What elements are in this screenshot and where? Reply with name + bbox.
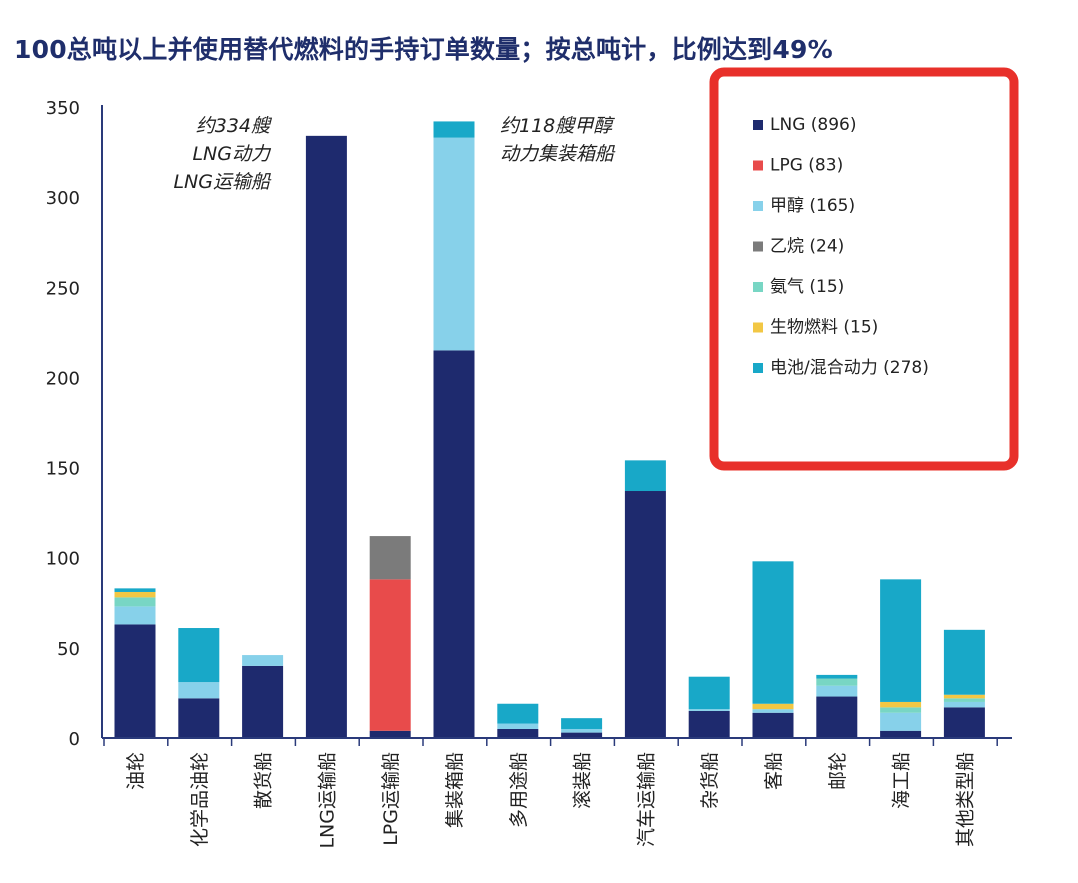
bar-segment [752,703,794,710]
bar-segment [752,709,794,713]
category-label: LPG运输船 [380,752,402,846]
bar-segment [688,676,730,710]
legend-swatch [753,160,763,171]
y-tick-label: 150 [46,459,80,480]
category-label: 杂货船 [699,752,721,809]
category-label: LNG运输船 [316,752,338,849]
legend-label: LPG (83) [770,156,843,176]
bar-segment [369,579,411,731]
legend-label: 生物燃料 (15) [770,318,878,338]
bar-segment [114,606,156,625]
category-label: 邮轮 [827,752,849,790]
bar-segment [943,694,985,699]
bar-segment [178,682,220,699]
y-tick-label: 0 [69,729,80,750]
legend-swatch [753,120,763,130]
category-label: 集装箱船 [444,752,466,828]
bar-segment [178,698,220,738]
bar-segment [242,655,284,666]
y-tick-label: 50 [57,639,80,660]
bar-segment [943,698,985,702]
legend-highlight-box [709,67,1019,471]
legend-label: 乙烷 (24) [770,237,844,257]
category-label: 海工船 [891,752,913,809]
legend-swatch [753,363,763,373]
bar-segment [816,696,858,738]
legend-label: 电池/混合动力 (278) [770,358,929,378]
bar-segment [433,350,475,738]
bar-segment [752,712,794,738]
annotation-text: LNG运输船 [173,171,272,193]
bar-segment [497,723,539,729]
bar-segment [114,588,156,592]
bar-segment [943,701,985,708]
legend-swatch [753,322,763,333]
legend-swatch [753,282,763,292]
bar-segment [816,678,858,686]
category-label: 油轮 [125,752,147,790]
bar-segment [943,707,985,738]
bar-segment [816,685,858,697]
bar-segment [178,628,220,683]
category-label: 滚装船 [572,752,594,809]
legend: LNG (896) LPG (83) 甲醇 (165) 乙烷 (24) 氨气 (15) 生… [709,67,1019,471]
bar-segment [114,591,156,598]
legend-label: 氨气 (15) [770,277,844,297]
category-label: 多用途船 [508,752,530,828]
bar-segment [369,536,411,580]
category-label: 化学品油轮 [189,752,211,847]
x-axis: 油轮 化学品油轮 散货船 LNG运输船 LPG运输船 集装箱船 多用途船 滚装船 汽车运输船 杂货… [125,752,976,849]
annotation-text: 约334艘 [196,115,273,137]
y-tick-label: 200 [46,368,80,389]
bar-segment [369,730,411,738]
bar-segment [497,703,539,724]
bar-segment [433,137,475,351]
bar-segment [561,732,603,738]
category-label: 其他类型船 [954,752,976,847]
bar-segment [688,710,730,738]
bar-segment [624,491,666,738]
bar-segment [816,674,858,679]
legend-label: 甲醇 (165) [770,196,855,216]
bar-segment [624,460,666,492]
y-tick-label: 100 [46,549,80,570]
legend-label: LNG (896) [770,115,856,135]
bar-segment [433,121,475,138]
chart-title: 100总吨以上并使用替代燃料的手持订单数量；按总吨计，比例达到49% [14,35,833,64]
bar-segment [880,712,922,731]
annotation-text: 约118艘甲醇 [500,115,615,137]
bar-segment [114,624,156,738]
legend-swatch [753,241,763,252]
annotation-text: LNG动力 [192,143,272,165]
bar-segment [561,718,603,729]
bar-segment [497,728,539,738]
bar-segment [880,579,922,702]
bar-segment [880,707,922,713]
legend-swatch [753,201,763,211]
y-axis: 0 50 100 150 200 250 300 350 [46,98,80,750]
bar-series-group [114,121,985,739]
y-tick-label: 350 [46,98,80,119]
bar-segment [688,709,730,711]
category-label: 散货船 [253,752,275,809]
bar-segment [943,629,985,695]
bar-segment [242,665,284,738]
y-tick-label: 300 [46,188,80,209]
axes [101,105,1012,746]
y-tick-label: 250 [46,278,80,299]
annotation-text: 动力集装箱船 [500,143,616,165]
bar-segment [305,135,347,739]
bar-segment [561,728,603,733]
bar-segment [880,730,922,738]
bar-segment [880,701,922,708]
bar-segment [752,561,794,704]
category-label: 客船 [763,752,785,790]
category-label: 汽车运输船 [635,752,657,847]
bar-segment [114,597,156,607]
